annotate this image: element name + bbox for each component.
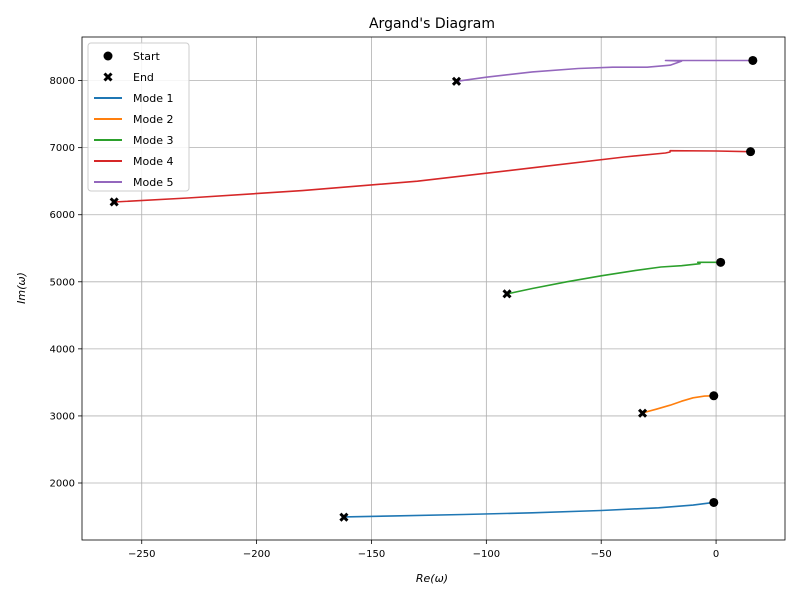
end-marker: [502, 289, 512, 299]
x-tick-label: 0: [713, 549, 719, 560]
y-axis-title: Im(ω): [15, 272, 28, 304]
legend-label: Start: [133, 50, 161, 63]
series-line: [642, 395, 714, 414]
legend-entry: Start: [103, 50, 161, 63]
x-tick-label: −50: [591, 549, 612, 560]
y-tick-label: 8000: [50, 76, 75, 87]
start-marker: [746, 147, 756, 157]
series-3: [502, 257, 726, 299]
y-tick-label: 2000: [50, 478, 75, 489]
y-tick-label: 5000: [50, 277, 75, 288]
legend-entry: Mode 5: [94, 176, 173, 189]
end-marker: [339, 512, 349, 522]
legend-label: Mode 2: [133, 113, 173, 126]
series-layer: [109, 55, 758, 522]
legend-label: Mode 5: [133, 176, 173, 189]
legend-start-icon: [103, 51, 113, 61]
plot-frame: [81, 36, 786, 541]
y-axis: 2000 3000 4000 5000 6000 7000 8000: [50, 76, 82, 489]
end-marker: [109, 197, 119, 207]
series-line: [506, 261, 721, 295]
legend-label: Mode 1: [133, 92, 173, 105]
x-tick-label: −250: [128, 549, 155, 560]
x-tick-label: −100: [473, 549, 500, 560]
series-line: [343, 501, 714, 518]
x-axis: −250 −200 −150 −100 −50 0: [128, 540, 719, 560]
series-line: [114, 149, 751, 203]
end-marker: [451, 76, 462, 86]
legend-entry: Mode 1: [94, 92, 173, 105]
legend-box: [87, 42, 190, 192]
y-tick-label: 4000: [50, 344, 75, 355]
x-tick-label: −150: [358, 549, 385, 560]
legend-label: Mode 3: [133, 134, 173, 147]
chart-title: Argand's Diagram: [369, 16, 495, 32]
legend-entry: Mode 2: [94, 113, 173, 126]
x-tick-label: −200: [243, 549, 270, 560]
legend-label: End: [133, 71, 154, 84]
legend: Start End Mode 1 Mode 2 Mode 3 Mode 4 Mode 5: [87, 42, 190, 192]
y-tick-label: 6000: [50, 210, 75, 221]
start-marker: [709, 497, 719, 507]
end-marker: [638, 408, 648, 418]
series-1: [339, 497, 719, 522]
x-axis-title: Re(ω): [416, 572, 448, 585]
series-2: [638, 391, 719, 418]
y-tick-label: 3000: [50, 411, 75, 422]
start-marker: [748, 55, 758, 65]
y-tick-label: 7000: [50, 143, 75, 154]
legend-label: Mode 4: [133, 155, 173, 168]
start-marker: [716, 257, 726, 267]
series-line: [456, 59, 753, 83]
series-4: [109, 147, 756, 207]
legend-end-icon: [103, 72, 113, 82]
legend-entry: Mode 4: [94, 155, 173, 168]
series-5: [451, 55, 758, 86]
start-marker: [709, 391, 719, 401]
grid: [82, 37, 785, 540]
legend-entry: Mode 3: [94, 134, 173, 147]
legend-entry: End: [103, 71, 154, 84]
